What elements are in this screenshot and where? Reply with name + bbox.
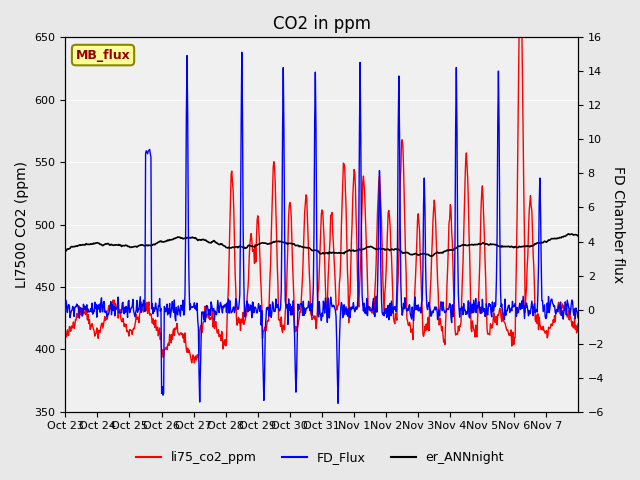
Y-axis label: LI7500 CO2 (ppm): LI7500 CO2 (ppm) [15,161,29,288]
Legend: li75_co2_ppm, FD_Flux, er_ANNnight: li75_co2_ppm, FD_Flux, er_ANNnight [131,446,509,469]
Y-axis label: FD Chamber flux: FD Chamber flux [611,166,625,283]
Title: CO2 in ppm: CO2 in ppm [273,15,371,33]
Text: MB_flux: MB_flux [76,48,131,61]
